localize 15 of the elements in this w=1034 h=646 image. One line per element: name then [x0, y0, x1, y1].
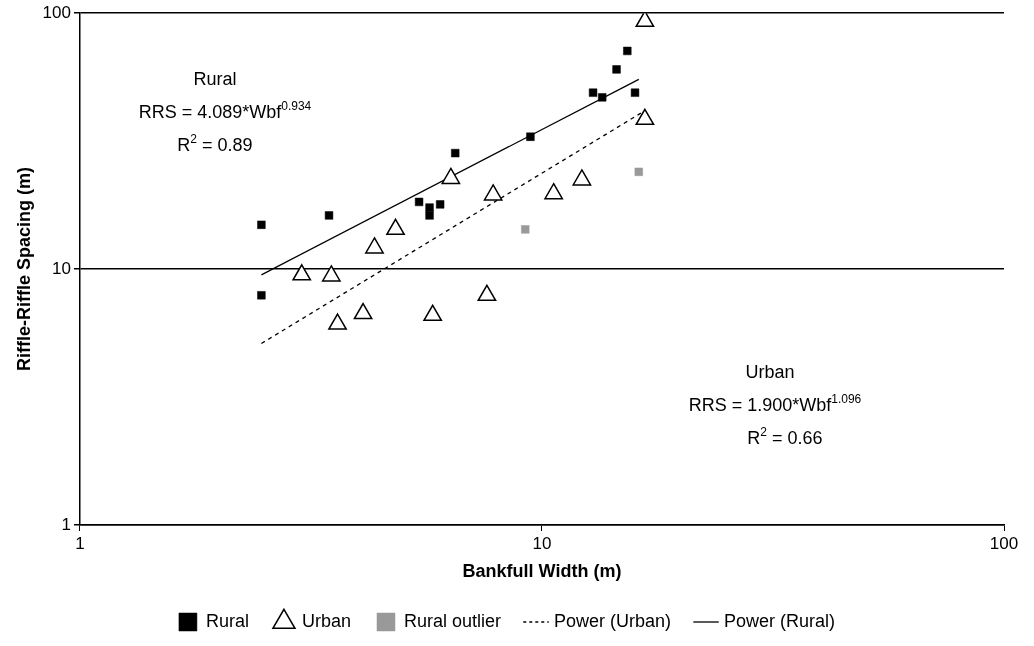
legend-label: Urban: [301, 610, 351, 631]
x-tick-label: 100: [989, 533, 1019, 553]
x-axis-title: Bankfull Width (m): [462, 561, 622, 582]
legend-label: Power (Urban): [554, 610, 672, 631]
y-tick-label: 1: [61, 514, 71, 534]
annotation: Rural: [193, 69, 237, 90]
y-tick-label: 10: [52, 258, 71, 278]
legend-label: Rural: [205, 610, 249, 631]
x-tick-label: 1: [75, 533, 85, 553]
legend-label: Power (Rural): [724, 610, 836, 631]
x-tick-label: 10: [532, 533, 552, 553]
legend-label: Rural outlier: [403, 610, 502, 631]
y-axis-title: Riffle-Riffle Spacing (m): [13, 167, 34, 372]
annotation: Urban: [745, 362, 795, 383]
y-tick-label: 100: [42, 2, 71, 22]
